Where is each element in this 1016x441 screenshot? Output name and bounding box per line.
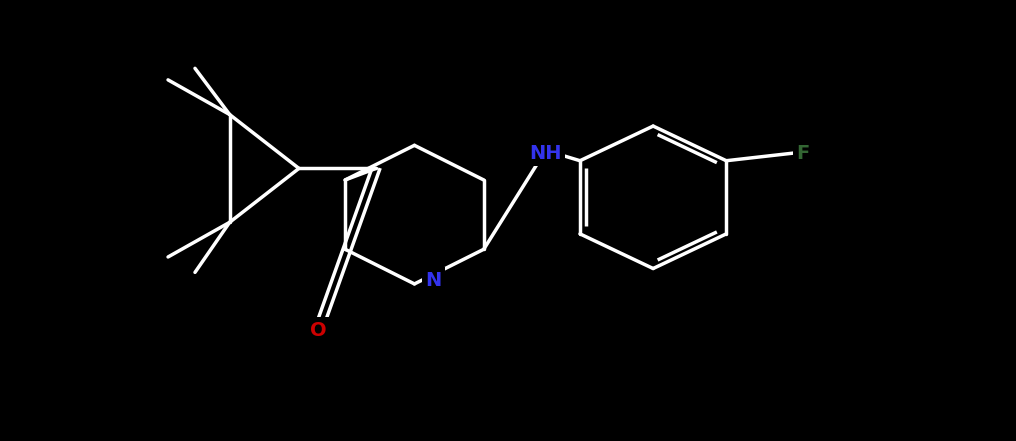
Text: NH: NH [529,143,562,163]
Text: O: O [310,321,326,340]
Text: F: F [797,143,810,163]
Text: N: N [426,271,442,290]
